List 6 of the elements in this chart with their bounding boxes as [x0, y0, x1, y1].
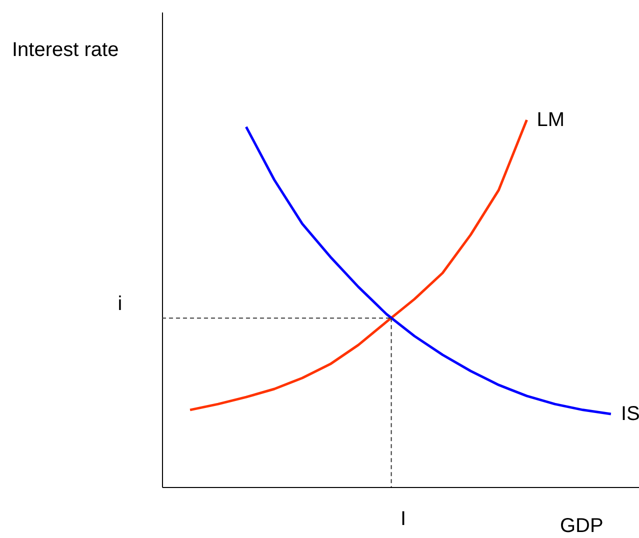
x-axis-title: GDP: [560, 515, 604, 537]
series-label: IS: [620, 402, 639, 425]
ref-line-label: i: [118, 293, 122, 316]
text: I: [400, 508, 406, 530]
y-axis-title: Interest rate: [12, 39, 119, 61]
series-label: LM: [536, 108, 565, 131]
